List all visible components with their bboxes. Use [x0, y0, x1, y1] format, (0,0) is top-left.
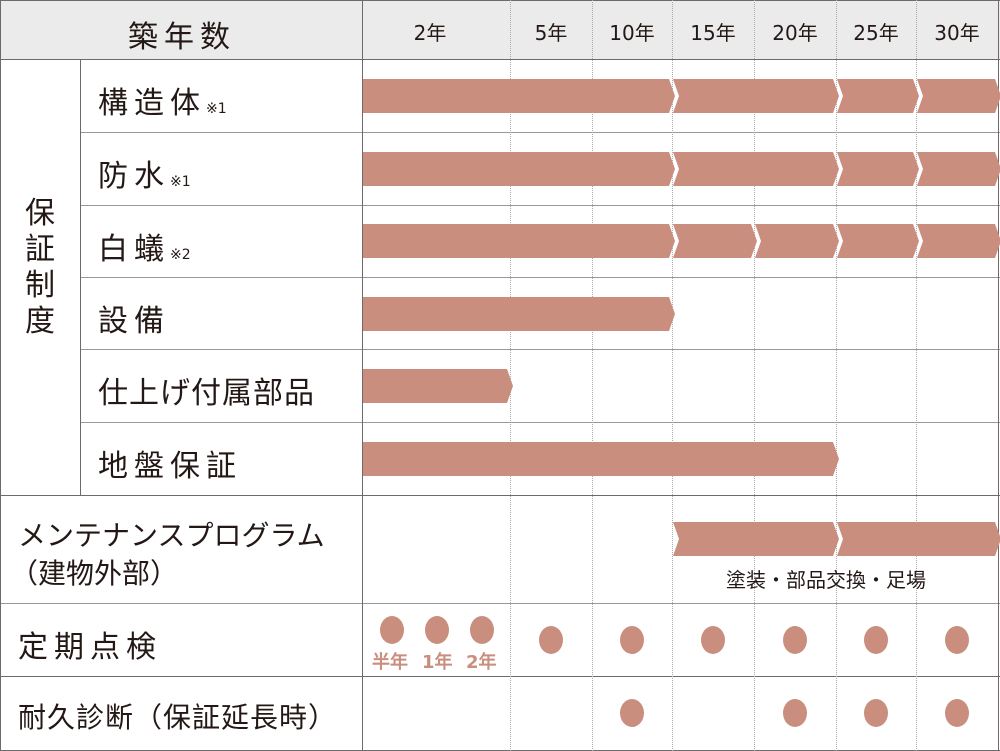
inspection-early-label: 2年	[466, 652, 497, 673]
inspection-dot	[470, 616, 494, 644]
bar-segment-structure	[917, 79, 1000, 113]
bar-segment-waterproof	[917, 152, 1000, 186]
bar-segment-termite	[755, 224, 839, 258]
row-label-inspection: 定期点検	[18, 630, 162, 665]
diagnosis-dot	[620, 699, 644, 727]
year-header: 2年	[413, 21, 447, 45]
row-label-maintenance: メンテナンスプログラム	[18, 519, 325, 552]
bar-segment-structure	[673, 79, 839, 113]
inspection-dot	[620, 626, 644, 654]
inspection-dot	[945, 626, 969, 654]
diagnosis-dot	[783, 699, 807, 727]
bar-segment-waterproof	[673, 152, 839, 186]
bar-segment-ground	[363, 442, 839, 476]
bar-segment-termite	[363, 224, 675, 258]
bar-segment-waterproof	[363, 152, 675, 186]
inspection-dot	[380, 616, 404, 644]
row-label-equipment: 設備	[98, 304, 170, 339]
year-header: 30年	[934, 21, 980, 45]
header-title: 築年数	[128, 20, 236, 55]
inspection-early-label: 半年	[372, 652, 408, 673]
bar-segment-finish	[363, 369, 513, 403]
bar-segment-termite	[837, 224, 919, 258]
year-header: 10年	[609, 21, 655, 45]
inspection-dot	[864, 626, 888, 654]
row-label-ground: 地盤保証	[98, 449, 242, 484]
bar-segment-termite	[917, 224, 1000, 258]
row-label-structure: 構造体※1	[98, 86, 227, 121]
row-label-diagnosis: 耐久診断（保証延長時）	[18, 701, 338, 734]
diagnosis-dot	[864, 699, 888, 727]
year-header: 15年	[690, 21, 736, 45]
row-label-termite: 白蟻※2	[98, 232, 191, 267]
group-label: 保 証 制 度	[25, 196, 55, 339]
year-header: 20年	[772, 21, 818, 45]
bar-segment-maintenance	[837, 522, 1000, 556]
bar-segment-waterproof	[837, 152, 919, 186]
header-row	[0, 0, 1000, 60]
bar-segment-structure	[837, 79, 919, 113]
year-header: 5年	[534, 21, 568, 45]
row-label-finish: 仕上げ付属部品	[98, 376, 315, 411]
inspection-dot	[425, 616, 449, 644]
inspection-dot	[539, 626, 563, 654]
inspection-dot	[701, 626, 725, 654]
bar-segment-maintenance	[673, 522, 839, 556]
inspection-dot	[783, 626, 807, 654]
year-header: 25年	[853, 21, 899, 45]
diagnosis-dot	[945, 699, 969, 727]
row-label-maintenance-sub: （建物外部）	[10, 557, 179, 590]
maintenance-caption: 塗装・部品交換・足場	[726, 568, 926, 592]
bar-segment-structure	[363, 79, 675, 113]
bar-segment-termite	[673, 224, 757, 258]
bar-segment-equipment	[363, 297, 675, 331]
row-label-waterproof: 防水※1	[98, 159, 191, 194]
inspection-early-label: 1年	[422, 652, 453, 673]
